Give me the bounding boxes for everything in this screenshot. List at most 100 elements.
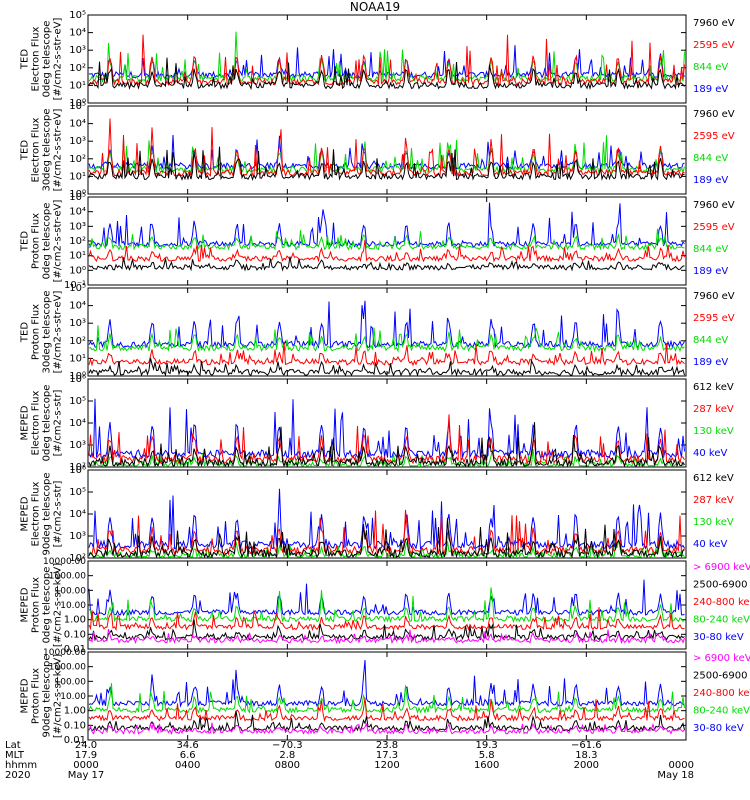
x-row-label: Lat xyxy=(5,740,21,751)
x-row-label: 2020 xyxy=(5,770,30,781)
y-tick-label: 10⁶ xyxy=(69,374,86,385)
series-line xyxy=(88,659,685,708)
legend-entry: 844 eV xyxy=(693,153,728,164)
y-tick-label: 10³ xyxy=(69,221,86,232)
y-tick-label: 10000.00 xyxy=(43,648,86,658)
y-axis-label: 90deg telescope xyxy=(42,472,53,555)
legend-entry: 240-800 ke xyxy=(693,597,750,608)
legend-entry: 844 eV xyxy=(693,244,728,255)
x-tick-label: 18.3 xyxy=(575,750,597,761)
y-tick-label: 10¹ xyxy=(69,251,86,262)
y-axis-label: TED xyxy=(20,322,31,343)
y-axis-label: [#/cm2-s-sr-keV] xyxy=(53,563,64,647)
series-line xyxy=(88,697,685,723)
y-tick-label: 10000.00 xyxy=(43,557,86,567)
y-tick-label: 10⁴ xyxy=(69,301,86,312)
y-axis-label: [#/cm2-s-str-eV] xyxy=(53,291,64,374)
y-tick-label: 10³ xyxy=(69,318,86,329)
panel-frame xyxy=(87,105,687,195)
x-tick-label: 0800 xyxy=(275,760,300,771)
y-tick-label: 1.00 xyxy=(64,706,86,717)
series-line xyxy=(88,135,685,175)
legend-entry: 2595 eV xyxy=(693,313,735,324)
y-axis-label: [#/cm2-s-str] xyxy=(53,389,64,456)
legend-entry: 130 keV xyxy=(693,426,734,437)
legend-entry: > 6900 keV xyxy=(693,653,750,664)
x-tick-label: 24.0 xyxy=(75,740,97,751)
series-line xyxy=(88,414,685,465)
series-line xyxy=(88,683,685,715)
legend-entry: 80-240 keV xyxy=(693,615,750,626)
series-line xyxy=(88,228,685,251)
y-tick-label: 10⁶ xyxy=(69,465,86,476)
legend-entry: 7960 eV xyxy=(693,109,735,120)
legend-entry: 30-80 keV xyxy=(693,723,744,734)
y-axis-label: [#/cm2-s-str-eV] xyxy=(53,18,64,101)
legend-entry: 189 eV xyxy=(693,266,728,277)
y-tick-label: 0.10 xyxy=(64,629,86,640)
legend-entry: 189 eV xyxy=(693,357,728,368)
y-axis-label: [#/cm2-s-str-eV] xyxy=(53,200,64,283)
panel-frame xyxy=(87,287,687,377)
x-tick-label: 6.6 xyxy=(180,750,196,761)
legend-entry: 844 eV xyxy=(693,62,728,73)
y-axis-label: [#/cm2-s-str-eV] xyxy=(53,109,64,192)
legend-entry: 130 keV xyxy=(693,517,734,528)
y-tick-label: 0.01 xyxy=(64,644,86,655)
y-axis-label: 90deg telescope xyxy=(42,654,53,737)
y-axis-label: 0deg telescope xyxy=(42,21,53,98)
y-tick-label: 10⁻¹ xyxy=(64,280,86,291)
y-tick-label: 10⁰ xyxy=(69,371,86,382)
x-tick-label: −61.6 xyxy=(571,740,602,751)
y-tick-label: 10¹ xyxy=(69,80,86,91)
x-tick-label: 17.3 xyxy=(376,750,398,761)
series-line xyxy=(88,607,685,632)
series-line xyxy=(88,722,685,736)
x-row-label: hhmm xyxy=(5,760,37,771)
series-line xyxy=(88,118,685,178)
series-line xyxy=(88,256,685,272)
legend-entry: 2595 eV xyxy=(693,131,735,142)
y-tick-label: 1.00 xyxy=(64,615,86,626)
series-line xyxy=(88,509,685,557)
legend-entry: 2500-6900 xyxy=(693,671,748,682)
x-tick-label: 2.8 xyxy=(279,750,295,761)
series-line xyxy=(88,518,685,559)
y-tick-label: 10⁰ xyxy=(69,98,86,109)
series-line xyxy=(88,341,685,367)
series-line xyxy=(88,619,685,642)
y-tick-label: 10⁵ xyxy=(69,487,86,498)
y-tick-label: 10⁴ xyxy=(69,509,86,520)
x-row-label: MLT xyxy=(5,750,25,761)
x-tick-label: May 18 xyxy=(657,770,694,781)
x-tick-label: −70.3 xyxy=(272,740,303,751)
series-line xyxy=(88,34,685,87)
legend-entry: 80-240 keV xyxy=(693,706,750,717)
series-line xyxy=(88,239,685,263)
legend-entry: 189 eV xyxy=(693,84,728,95)
legend-entry: 30-80 keV xyxy=(693,632,744,643)
y-tick-label: 10² xyxy=(69,236,86,247)
x-tick-label: 23.8 xyxy=(376,740,398,751)
y-tick-label: 10⁰ xyxy=(69,189,86,200)
legend-entry: 240-800 keV xyxy=(693,688,750,699)
x-tick-label: May 17 xyxy=(68,770,105,781)
y-axis-label: TED xyxy=(20,231,31,252)
y-axis-label: TED xyxy=(20,140,31,161)
y-tick-label: 10⁵ xyxy=(69,101,86,112)
x-tick-label: 1200 xyxy=(374,760,399,771)
y-axis-label: 30deg telescope xyxy=(42,108,53,191)
y-axis-label: 30deg telescope xyxy=(42,290,53,373)
y-tick-label: 0.10 xyxy=(64,720,86,731)
y-axis-label: 0deg telescope xyxy=(42,385,53,462)
x-tick-label: 34.6 xyxy=(177,740,199,751)
y-axis-label: 0deg telescope xyxy=(42,203,53,280)
y-axis-label: Proton Flux xyxy=(31,213,42,269)
y-tick-label: 10³ xyxy=(69,440,86,451)
legend-entry: > 6900 keV xyxy=(693,562,750,573)
legend-entry: 2595 eV xyxy=(693,40,735,51)
y-tick-label: 1000.00 xyxy=(49,663,86,673)
series-line xyxy=(88,398,685,460)
y-axis-label: Electron Flux xyxy=(31,117,42,182)
y-tick-label: 10¹ xyxy=(69,171,86,182)
